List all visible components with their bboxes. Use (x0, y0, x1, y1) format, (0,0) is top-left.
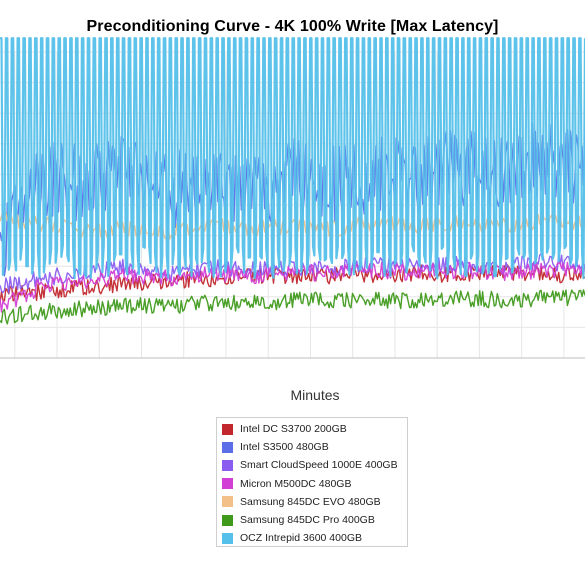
legend-label: Micron M500DC 480GB (240, 477, 352, 490)
legend-item[interactable]: Samsung 845DC Pro 400GB (222, 511, 407, 529)
legend-label: Smart CloudSpeed 1000E 400GB (240, 459, 398, 472)
legend-swatch (222, 441, 233, 453)
series-line (0, 289, 585, 325)
legend-item[interactable]: OCZ Intrepid 3600 400GB (222, 529, 407, 547)
chart-title: Preconditioning Curve - 4K 100% Write [M… (86, 18, 499, 35)
x-axis-label: Minutes (290, 387, 340, 403)
legend-item[interactable]: Samsung 845DC EVO 480GB (222, 493, 407, 511)
legend-item[interactable]: Intel DC S3700 200GB (222, 420, 407, 438)
legend-swatch (222, 514, 233, 526)
legend-item[interactable]: Smart CloudSpeed 1000E 400GB (222, 456, 407, 474)
legend-item[interactable]: Intel S3500 480GB (222, 438, 407, 456)
series-line (0, 261, 585, 313)
legend-swatch (222, 459, 233, 471)
legend: Intel DC S3700 200GB Intel S3500 480GB Sma… (216, 417, 408, 547)
legend-label: Samsung 845DC Pro 400GB (240, 514, 375, 527)
legend-label: Intel DC S3700 200GB (240, 423, 347, 436)
series-line (0, 37, 585, 280)
legend-swatch (222, 423, 233, 435)
legend-item[interactable]: Micron M500DC 480GB (222, 475, 407, 493)
legend-label: Intel S3500 480GB (240, 441, 329, 454)
line-chart: 406080100120140160180200220240260280300 (0, 37, 585, 359)
legend-label: Samsung 845DC EVO 480GB (240, 495, 381, 508)
legend-swatch (222, 532, 233, 544)
legend-swatch (222, 496, 233, 508)
legend-swatch (222, 478, 233, 490)
legend-label: OCZ Intrepid 3600 400GB (240, 532, 362, 545)
